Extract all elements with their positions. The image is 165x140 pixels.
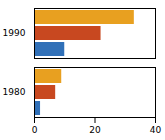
svg-text:1990: 1990 <box>3 28 26 38</box>
svg-text:20: 20 <box>89 125 101 135</box>
svg-text:40: 40 <box>150 125 162 135</box>
svg-text:1980: 1980 <box>3 87 26 97</box>
svg-text:0: 0 <box>32 125 38 135</box>
